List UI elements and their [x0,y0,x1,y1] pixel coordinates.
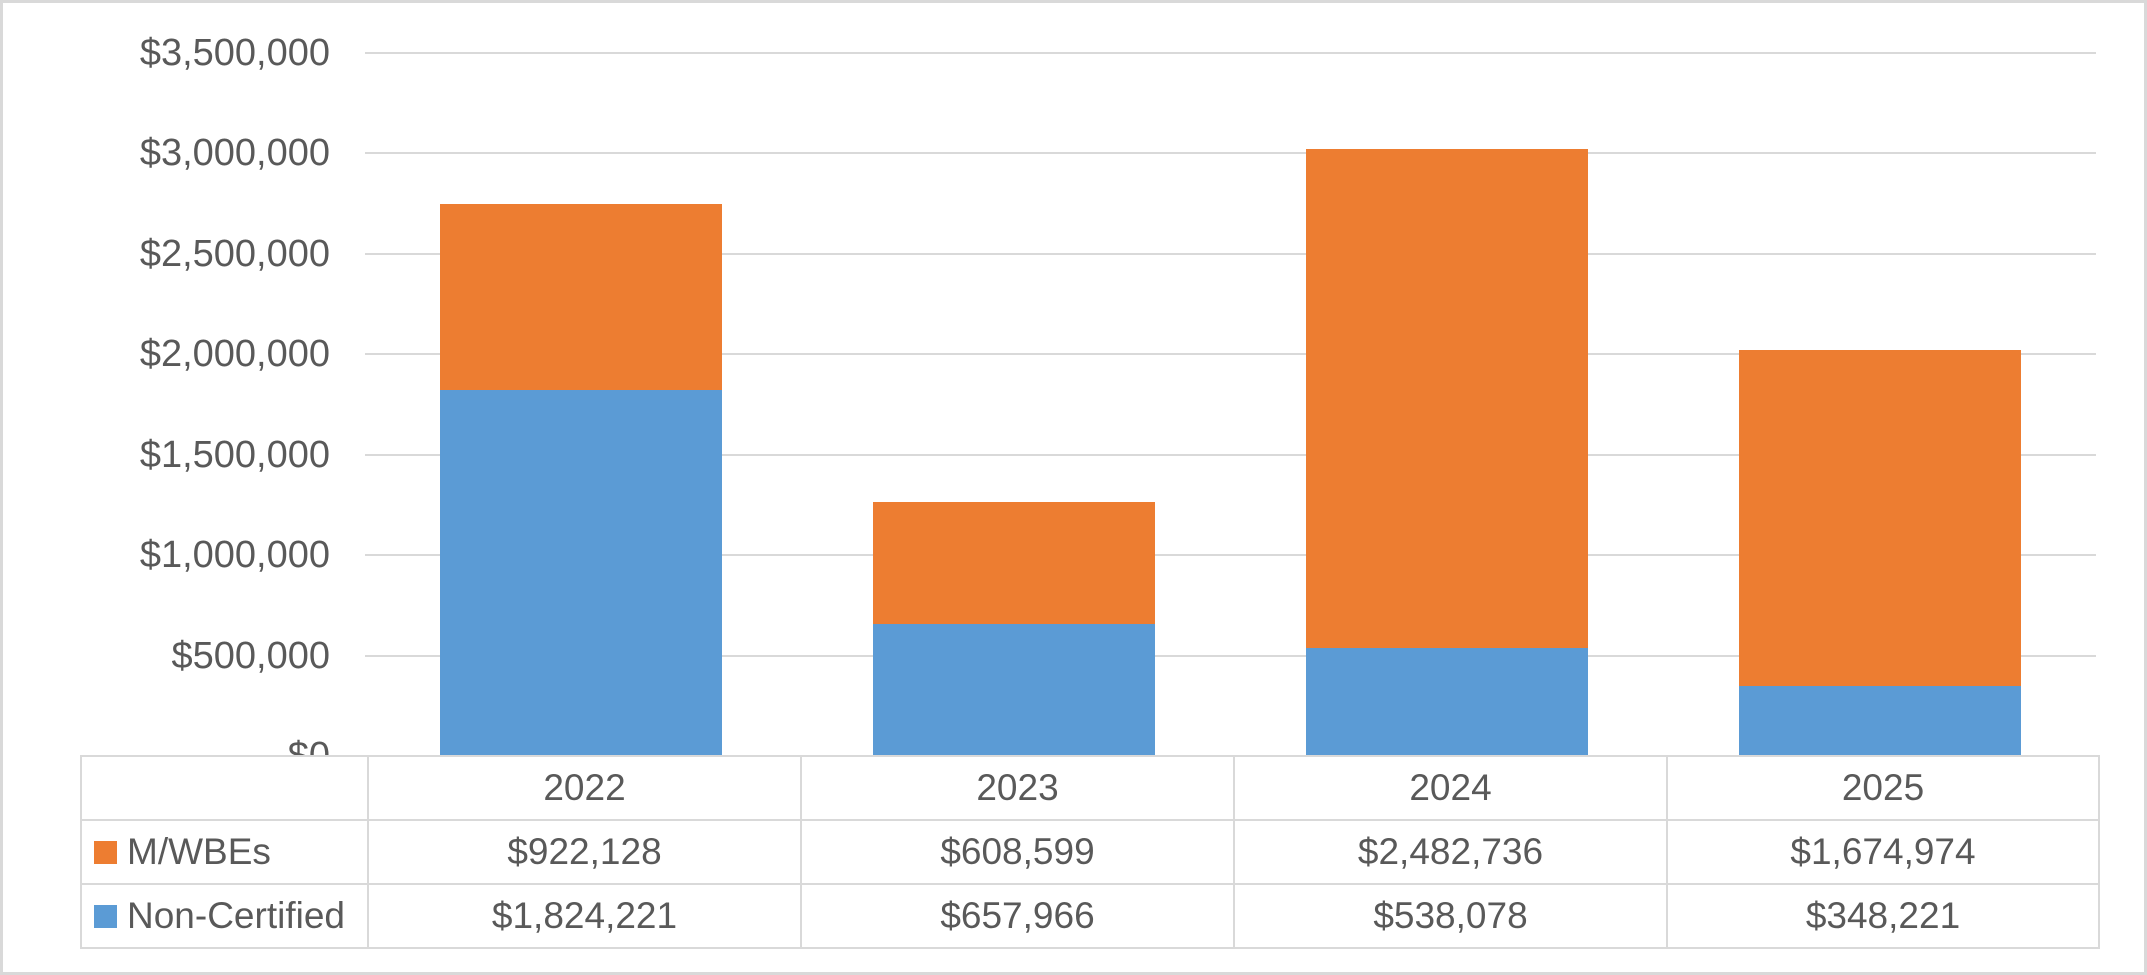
table-value-non-certified-2025: $348,221 [1666,883,2100,949]
y-axis-tick-label: $2,000,000 [139,333,330,376]
bar-segment-m-wbes-2022 [440,204,723,390]
table-value-mwbes-2024: $2,482,736 [1233,819,1668,885]
table-header-row: 2022 2023 2024 2025 [80,755,2100,821]
plot-area [365,3,2096,757]
bar-segment-non-certified-2024 [1305,647,1588,756]
bar-segment-non-certified-2022 [440,389,723,756]
gridline [365,654,2096,657]
table-col-header-2023: 2023 [800,755,1235,821]
table-header-spacer [80,755,369,821]
y-axis-tick-label: $2,500,000 [139,232,330,275]
table-col-header-2025: 2025 [1666,755,2100,821]
data-table: 2022 2023 2024 2025 M/WBEs $922,128 $608… [80,755,2100,949]
gridline [365,252,2096,255]
table-row-non-certified: Non-Certified $1,824,221 $657,966 $538,0… [80,883,2100,949]
bar-segment-m-wbes-2024 [1305,149,1588,648]
mwbes-legend-swatch-icon [94,840,117,864]
bar-segment-non-certified-2025 [1738,686,2021,756]
bar-segment-non-certified-2023 [873,623,1156,756]
gridline [365,52,2096,54]
y-axis-tick-label: $1,000,000 [139,534,330,577]
non-certified-legend-swatch-icon [94,904,117,928]
table-value-non-certified-2023: $657,966 [800,883,1235,949]
y-axis-tick-label: $3,500,000 [139,32,330,74]
legend-cell-non-certified: Non-Certified [80,883,369,949]
gridline [365,453,2096,456]
y-axis-tick-label: $500,000 [171,634,331,677]
table-value-mwbes-2025: $1,674,974 [1666,819,2100,885]
gridline [365,152,2096,155]
legend-label-non-certified: Non-Certified [127,895,345,936]
table-value-mwbes-2022: $922,128 [367,819,802,885]
table-value-non-certified-2022: $1,824,221 [367,883,802,949]
table-col-header-2022: 2022 [367,755,802,821]
y-axis-tick-label: $3,000,000 [139,132,330,175]
table-value-mwbes-2023: $608,599 [800,819,1235,885]
y-axis-tick-label: $1,500,000 [139,433,330,476]
gridline [365,353,2096,356]
bar-segment-m-wbes-2025 [1738,349,2021,687]
y-axis: $0$500,000$1,000,000$1,500,000$2,000,000… [3,3,331,777]
bar-segment-m-wbes-2023 [873,501,1156,624]
table-row-mwbes: M/WBEs $922,128 $608,599 $2,482,736 $1,6… [80,819,2100,885]
legend-label-mwbes: M/WBEs [127,831,271,872]
gridline [365,554,2096,557]
table-value-non-certified-2024: $538,078 [1233,883,1668,949]
table-col-header-2024: 2024 [1233,755,1668,821]
legend-cell-mwbes: M/WBEs [80,819,369,885]
